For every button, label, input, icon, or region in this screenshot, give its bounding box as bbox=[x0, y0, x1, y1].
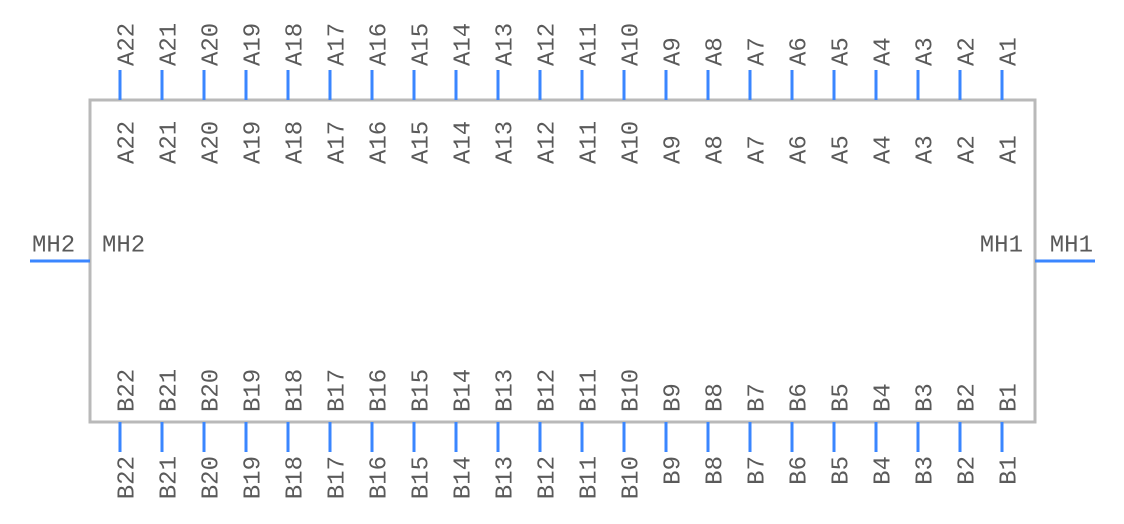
pin-label-inner: A10 bbox=[618, 121, 645, 164]
pin-label-inner: A21 bbox=[156, 121, 183, 164]
pin-label-outer: A12 bbox=[534, 23, 561, 66]
pin-label-outer: A1 bbox=[996, 37, 1023, 66]
pin-label-outer: B13 bbox=[492, 456, 519, 499]
pin-label-outer: A11 bbox=[576, 23, 603, 66]
pin-label-inner: B12 bbox=[534, 369, 561, 412]
pin-label-outer: B10 bbox=[618, 456, 645, 499]
pin-label-inner: B4 bbox=[870, 383, 897, 412]
pin-label-outer: A2 bbox=[954, 37, 981, 66]
pin-label-outer: B6 bbox=[786, 456, 813, 485]
pin-label-inner: A19 bbox=[240, 121, 267, 164]
pin-label-inner: B9 bbox=[660, 383, 687, 412]
pin-label-outer: B12 bbox=[534, 456, 561, 499]
pin-label-inner: B20 bbox=[198, 369, 225, 412]
pin-label-outer: MH1 bbox=[1050, 232, 1093, 259]
pin-label-outer: A19 bbox=[240, 23, 267, 66]
pin-label-outer: B7 bbox=[744, 456, 771, 485]
pin-label-inner: A9 bbox=[660, 135, 687, 164]
pin-label-inner: B15 bbox=[408, 369, 435, 412]
pin-label-outer: A16 bbox=[366, 23, 393, 66]
pin-label-inner: A11 bbox=[576, 121, 603, 164]
pin-label-outer: B17 bbox=[324, 456, 351, 499]
pin-label-inner: MH1 bbox=[980, 232, 1023, 259]
pin-label-outer: A14 bbox=[450, 23, 477, 66]
pin-label-inner: B19 bbox=[240, 369, 267, 412]
pin-label-outer: A9 bbox=[660, 37, 687, 66]
pin-label-inner: B21 bbox=[156, 369, 183, 412]
pin-label-inner: B13 bbox=[492, 369, 519, 412]
pin-label-inner: A3 bbox=[912, 135, 939, 164]
pin-label-outer: B3 bbox=[912, 456, 939, 485]
pin-label-outer: A20 bbox=[198, 23, 225, 66]
pin-label-inner: A5 bbox=[828, 135, 855, 164]
pin-label-inner: A7 bbox=[744, 135, 771, 164]
pin-label-outer: A21 bbox=[156, 23, 183, 66]
pin-label-outer: B19 bbox=[240, 456, 267, 499]
pin-label-outer: B16 bbox=[366, 456, 393, 499]
pin-label-inner: B6 bbox=[786, 383, 813, 412]
pin-label-inner: B10 bbox=[618, 369, 645, 412]
pin-label-outer: A4 bbox=[870, 37, 897, 66]
pin-label-inner: B17 bbox=[324, 369, 351, 412]
pin-label-outer: B4 bbox=[870, 456, 897, 485]
pin-label-inner: B14 bbox=[450, 369, 477, 412]
pin-label-inner: B1 bbox=[996, 383, 1023, 412]
pin-label-inner: B2 bbox=[954, 383, 981, 412]
pin-label-outer: B8 bbox=[702, 456, 729, 485]
pin-label-outer: B5 bbox=[828, 456, 855, 485]
pin-label-inner: A16 bbox=[366, 121, 393, 164]
pin-label-inner: A6 bbox=[786, 135, 813, 164]
pin-label-outer: B15 bbox=[408, 456, 435, 499]
pin-label-outer: A13 bbox=[492, 23, 519, 66]
pin-label-inner: A8 bbox=[702, 135, 729, 164]
pin-label-outer: B14 bbox=[450, 456, 477, 499]
pin-label-inner: A4 bbox=[870, 135, 897, 164]
connector-symbol: A22 A22 A21 A21 A20 A20 A19 A19 A18 A18 A17 A17 A16 A… bbox=[0, 0, 1124, 524]
pin-label-outer: B2 bbox=[954, 456, 981, 485]
pin-label-outer: A7 bbox=[744, 37, 771, 66]
pin-label-inner: B22 bbox=[114, 369, 141, 412]
pin-label-outer: A10 bbox=[618, 23, 645, 66]
pin-label-inner: A13 bbox=[492, 121, 519, 164]
pin-label-outer: B11 bbox=[576, 456, 603, 499]
pin-label-outer: A22 bbox=[114, 23, 141, 66]
pin-label-inner: A15 bbox=[408, 121, 435, 164]
pin-label-outer: B20 bbox=[198, 456, 225, 499]
pin-label-outer: B21 bbox=[156, 456, 183, 499]
pin-label-outer: A8 bbox=[702, 37, 729, 66]
pin-label-inner: A2 bbox=[954, 135, 981, 164]
pin-label-outer: B1 bbox=[996, 456, 1023, 485]
pin-label-outer: B18 bbox=[282, 456, 309, 499]
pin-label-outer: A5 bbox=[828, 37, 855, 66]
pin-label-inner: A12 bbox=[534, 121, 561, 164]
pin-label-outer: A18 bbox=[282, 23, 309, 66]
pin-label-outer: A15 bbox=[408, 23, 435, 66]
pin-label-inner: A22 bbox=[114, 121, 141, 164]
pin-label-inner: B11 bbox=[576, 369, 603, 412]
pin-label-outer: A3 bbox=[912, 37, 939, 66]
pin-label-inner: A18 bbox=[282, 121, 309, 164]
pin-label-outer: A6 bbox=[786, 37, 813, 66]
pin-label-outer: B9 bbox=[660, 456, 687, 485]
pin-label-inner: A1 bbox=[996, 135, 1023, 164]
pin-label-inner: A14 bbox=[450, 121, 477, 164]
pin-label-inner: A20 bbox=[198, 121, 225, 164]
pin-label-inner: MH2 bbox=[102, 232, 145, 259]
pin-label-outer: A17 bbox=[324, 23, 351, 66]
pin-label-inner: B7 bbox=[744, 383, 771, 412]
pin-label-inner: B16 bbox=[366, 369, 393, 412]
pin-label-inner: B8 bbox=[702, 383, 729, 412]
pin-label-outer: MH2 bbox=[32, 232, 75, 259]
pin-label-inner: B18 bbox=[282, 369, 309, 412]
pin-label-inner: B3 bbox=[912, 383, 939, 412]
pin-label-inner: B5 bbox=[828, 383, 855, 412]
pin-label-outer: B22 bbox=[114, 456, 141, 499]
pin-label-inner: A17 bbox=[324, 121, 351, 164]
